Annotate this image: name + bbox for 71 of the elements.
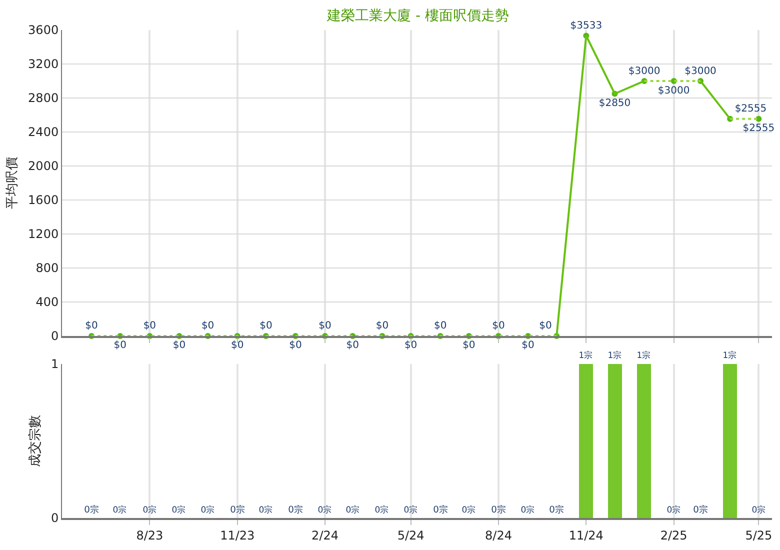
y-tick-label: 400 [36,295,59,310]
data-label: $0 [85,320,98,332]
data-label: $0 [201,320,214,332]
data-label: 0宗 [142,504,158,516]
data-label: $0 [289,340,302,352]
data-label: 0宗 [549,504,564,516]
data-label: 0宗 [346,504,360,516]
data-label: 1宗 [636,350,652,362]
data-label: 0宗 [84,504,99,516]
data-label: $0 [172,340,186,352]
data-label: 0宗 [666,504,682,516]
data-label: $0 [346,340,360,352]
data-label: 0宗 [112,504,128,516]
data-label: 1宗 [722,350,738,362]
data-label: $0 [114,340,126,352]
data-label: $3533 [570,20,602,32]
data-label: $3000 [684,66,716,77]
x-tick-label: 5/25 [745,528,772,542]
data-label: $0 [143,320,156,332]
data-label: $2850 [598,98,631,109]
data-label: 0宗 [374,504,390,516]
data-label: $0 [404,340,418,352]
data-label: 1宗 [608,350,622,362]
data-label: 0宗 [318,504,332,516]
data-label: $0 [376,320,389,332]
y-tick-label: 0 [50,329,59,344]
data-label: $0 [434,320,447,332]
y-tick-label: 1 [50,356,59,371]
data-label: $3000 [658,85,690,96]
data-label: $0 [462,340,476,352]
chart-title: 建榮工業大廈 - 樓面呎價走勢 [326,8,509,24]
data-label: 0宗 [258,504,274,516]
y-tick-label: 3600 [28,23,59,38]
y-tick-label: 1600 [28,193,59,208]
x-tick-label: 8/23 [136,528,164,542]
data-label: $0 [539,320,552,332]
data-label: 0宗 [172,504,186,516]
data-label: 0宗 [230,504,245,516]
data-label: $0 [230,340,244,352]
data-label: 0宗 [491,504,506,516]
y-axis-title: 成交宗數 [26,414,43,467]
data-label: 0宗 [200,504,216,516]
y-tick-label: 3200 [28,57,59,72]
data-label: $0 [492,320,505,332]
data-label: 0宗 [288,504,303,516]
y-tick-label: 2800 [28,91,59,106]
data-label: 0宗 [752,504,766,516]
x-tick-label: 8/24 [485,528,512,542]
data-label: 0宗 [520,504,536,516]
data-label: $3000 [628,66,660,77]
data-label: $0 [260,320,272,332]
y-tick-label: 800 [36,261,59,276]
y-tick-label: 0 [50,511,59,526]
data-label: $2555 [742,123,775,134]
data-label: $2555 [734,104,767,115]
y-axis-title: 平均呎價 [5,156,20,209]
data-label: 0宗 [462,504,476,516]
data-label: $0 [522,340,534,352]
x-tick-label: 11/23 [220,528,255,542]
data-label: 0宗 [404,504,418,516]
y-tick-label: 1200 [28,227,59,242]
y-tick-label: 2000 [28,159,59,174]
y-tick-label: 2400 [28,125,59,140]
x-tick-label: 2/24 [312,528,339,542]
data-label: 0宗 [433,504,448,516]
data-label: 0宗 [693,504,708,516]
data-label: $0 [318,320,332,332]
x-tick-label: 5/24 [397,528,424,542]
data-label: 1宗 [578,350,594,362]
x-tick-label: 2/25 [660,528,688,542]
x-tick-label: 11/24 [568,528,604,542]
